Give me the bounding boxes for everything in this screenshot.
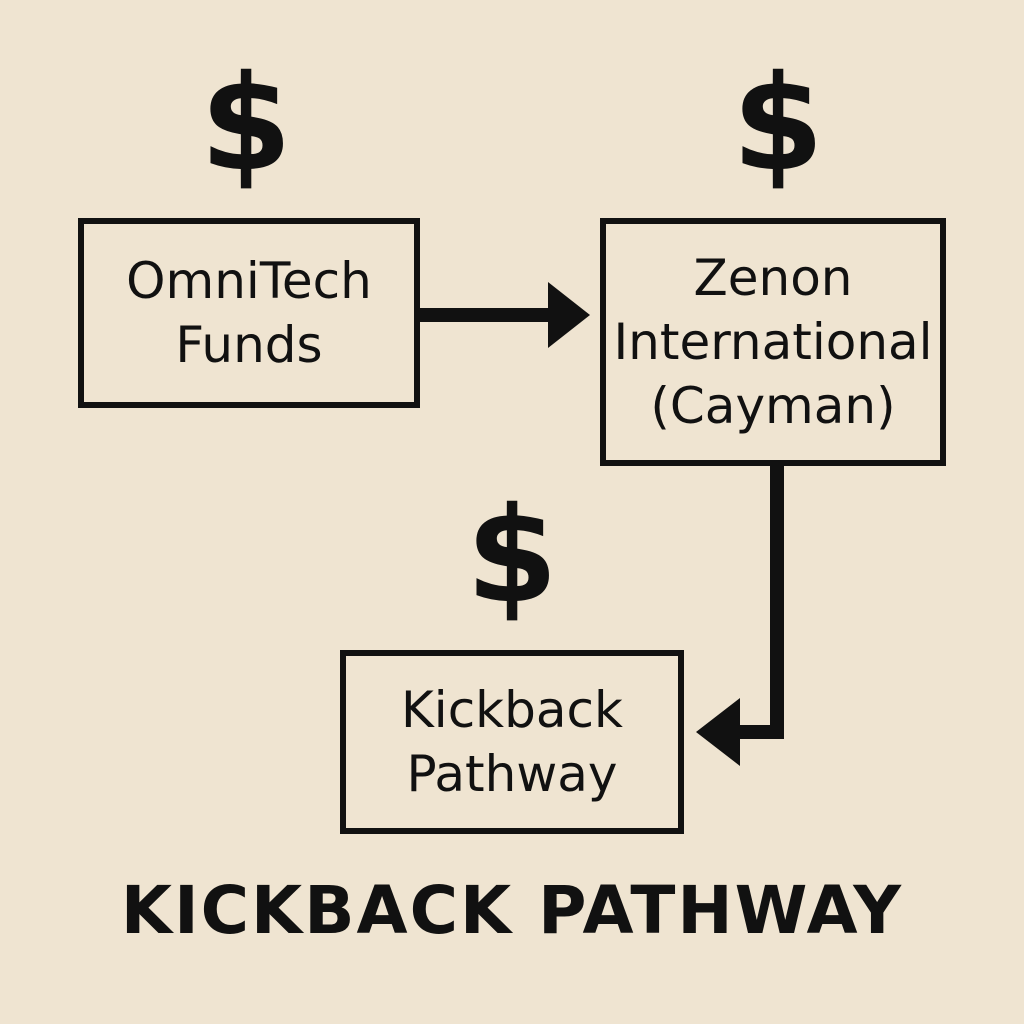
dollar-icon-kickback: $ — [466, 479, 558, 633]
node-kickback-line2: Pathway — [406, 745, 618, 803]
node-kickback-line1: Kickback — [401, 681, 623, 739]
node-kickback-pathway: Kickback Pathway — [340, 650, 684, 834]
node-zenon-international: Zenon International (Cayman) — [600, 218, 946, 466]
node-omnitech-line1: OmniTech — [126, 252, 372, 310]
node-zenon-line3: (Cayman) — [650, 377, 896, 435]
node-zenon-line1: Zenon — [693, 249, 853, 307]
node-zenon-line2: International — [613, 313, 933, 371]
diagram-title: KICKBACK PATHWAY — [120, 872, 904, 949]
node-omnitech-line2: Funds — [175, 316, 323, 374]
arrow-omnitech-to-zenon — [420, 282, 590, 348]
dollar-icon-zenon: $ — [732, 47, 824, 201]
arrow-zenon-to-kickback — [696, 466, 784, 766]
node-omnitech-funds: OmniTech Funds — [78, 218, 420, 408]
dollar-icon-omnitech: $ — [200, 47, 292, 201]
